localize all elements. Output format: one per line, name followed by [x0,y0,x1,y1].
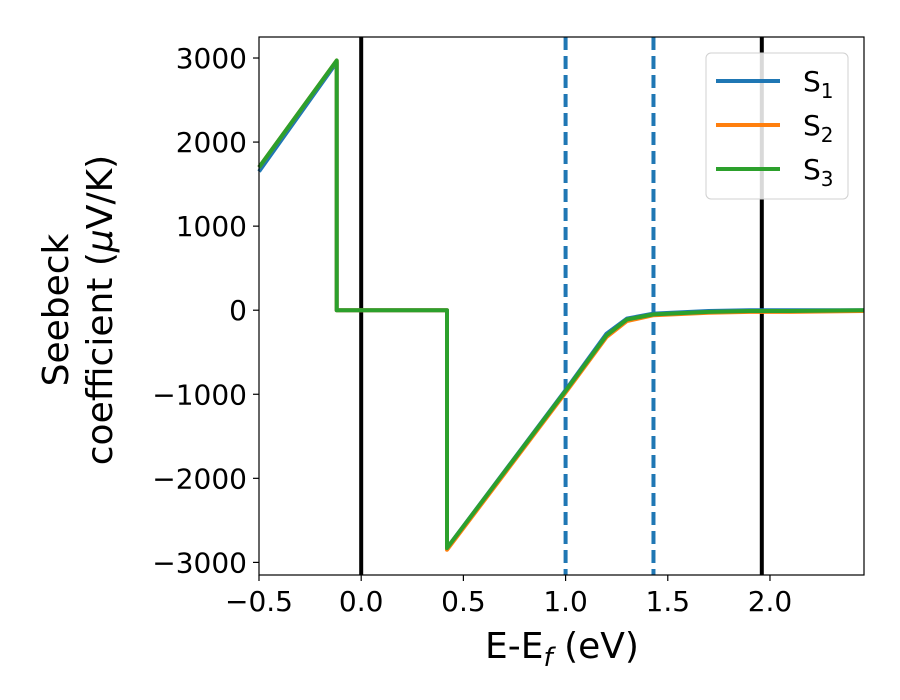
x-tick-label: 0.0 [339,585,384,618]
y-tick-label: −2000 [152,462,247,495]
y-tick-label: 1000 [176,210,247,243]
series-lines [257,58,865,552]
legend-label-sub: 2 [821,123,834,147]
legend-label-sub: 1 [821,79,834,103]
series-line-s3 [257,58,865,551]
legend-label-name: S [803,109,821,142]
y-tick-label: −3000 [152,546,247,579]
x-axis-title: E-Ef (eV) [485,626,639,673]
x-tick-label: 1.0 [543,585,588,618]
y-axis-title-prefix: coefficient ( [80,252,121,465]
x-tick-label: −0.5 [225,585,293,618]
vertical-reference-lines [359,37,764,575]
y-tick-label: 3000 [176,42,247,75]
y-axis-title-line1: Seebeck [36,233,77,386]
legend-label-sub: 3 [821,167,834,191]
legend-label-s3: S3 [803,153,834,191]
y-axis-title-line2: coefficient (μV/K) [80,155,121,465]
x-tick-label: 2.0 [748,585,793,618]
legend-label-s2: S2 [803,109,834,147]
y-tick-label: −1000 [152,378,247,411]
ticks: −0.5 0.0 0.5 1.0 1.5 2.0 3000 2000 1000 0 −1000 −20… [152,42,792,618]
y-tick-label: 0 [229,294,247,327]
y-tick-label: 2000 [176,126,247,159]
legend-label-name: S [803,153,821,186]
x-axis-title-main: E-E [485,626,543,667]
plot-frame [258,36,865,576]
y-axis-title-unit: V/K) [80,155,121,229]
y-axis-title: Seebeck coefficient (μV/K) [36,155,121,465]
x-axis-title-unit: (eV) [553,626,639,667]
y-axis-title-mu: μ [80,229,121,253]
x-tick-label: 1.5 [646,585,691,618]
legend-label-s1: S1 [803,65,834,103]
legend-label-name: S [803,65,821,98]
x-tick-label: 0.5 [441,585,486,618]
